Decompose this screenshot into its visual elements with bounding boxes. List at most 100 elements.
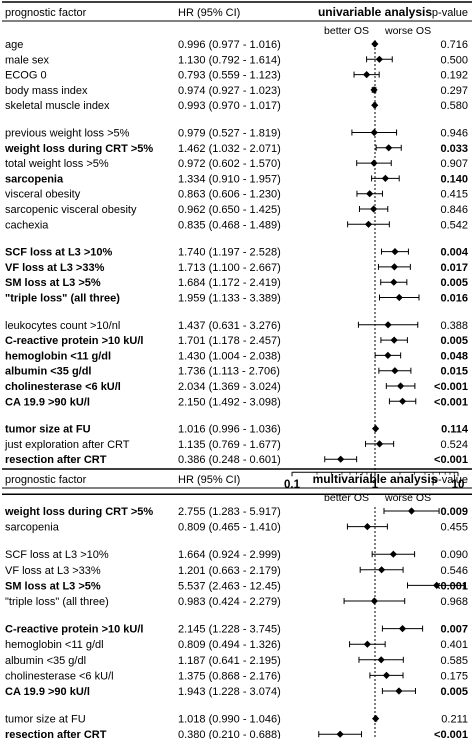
table-row: hemoglobin <11 g/dl 1.430 (1.004 - 2.038)… bbox=[5, 350, 468, 362]
hr-point bbox=[370, 128, 378, 137]
hr-point bbox=[366, 190, 374, 198]
row-label: SM loss at L3 >5% bbox=[5, 580, 101, 592]
row-hr-ci: 1.018 (0.990 - 1.046) bbox=[178, 714, 281, 726]
table-row: SCF loss at L3 >10% 1.740 (1.197 - 2.528)… bbox=[5, 247, 469, 259]
table-row: "triple loss" (all three) 1.959 (1.133 - … bbox=[5, 293, 468, 305]
row-p-value: 0.033 bbox=[440, 143, 468, 155]
row-hr-ci: 1.375 (0.868 - 2.176) bbox=[178, 670, 281, 682]
table-row: C-reactive protein >10 kU/l 2.145 (1.228 … bbox=[5, 624, 468, 636]
hr-point bbox=[375, 55, 384, 63]
table-row: leukocytes count >10/nl 1.437 (0.631 - 3.… bbox=[5, 320, 468, 332]
row-p-value: 0.090 bbox=[440, 549, 468, 561]
row-label: albumin <35 g/dl bbox=[5, 655, 86, 667]
column-header-factor: prognostic factor bbox=[5, 7, 87, 19]
row-hr-ci: 0.863 (0.606 - 1.230) bbox=[178, 189, 281, 201]
table-row: just exploration after CRT 1.135 (0.769 -… bbox=[4, 439, 468, 451]
row-label: SM loss at L3 >5% bbox=[5, 277, 101, 289]
row-hr-ci: 1.664 (0.924 - 2.999) bbox=[178, 549, 281, 561]
table-row: resection after CRT 0.386 (0.248 - 0.601)… bbox=[5, 454, 468, 466]
row-hr-ci: 0.793 (0.559 - 1.123) bbox=[178, 70, 281, 82]
row-label: total weight loss >5% bbox=[5, 158, 109, 170]
row-p-value: 0.005 bbox=[440, 277, 468, 289]
row-hr-ci: 0.996 (0.977 - 1.016) bbox=[178, 39, 281, 51]
hr-point bbox=[390, 278, 398, 286]
hr-point bbox=[377, 656, 385, 664]
row-p-value: 0.297 bbox=[440, 85, 468, 97]
table-row: SM loss at L3 >5% 1.684 (1.172 - 2.419) 0.… bbox=[5, 277, 468, 289]
table-row: previous weight loss >5% 0.979 (0.527 - 1… bbox=[5, 128, 468, 140]
row-hr-ci: 1.437 (0.631 - 3.276) bbox=[178, 320, 281, 332]
row-p-value: 0.009 bbox=[440, 506, 468, 518]
table-row: sarcopenia 0.809 (0.465 - 1.410) 0.455 bbox=[5, 522, 468, 534]
table-row: age 0.996 (0.977 - 1.016) 0.716 bbox=[5, 39, 468, 51]
table-row: cholinesterase <6 kU/l 1.375 (0.868 - 2.1… bbox=[5, 670, 468, 682]
direction-label-left: better OS bbox=[324, 25, 369, 37]
row-hr-ci: 1.701 (1.178 - 2.457) bbox=[178, 335, 281, 347]
row-hr-ci: 1.462 (1.032 - 2.071) bbox=[178, 143, 281, 155]
row-label: albumin <35 g/dl bbox=[5, 366, 92, 378]
row-p-value: 0.005 bbox=[440, 686, 468, 698]
row-label: VF loss at L3 >33% bbox=[5, 262, 105, 274]
row-hr-ci: 0.983 (0.424 - 2.279) bbox=[178, 596, 281, 608]
table-row: body mass index 0.974 (0.927 - 1.023) 0.29… bbox=[5, 85, 468, 97]
hr-point bbox=[382, 671, 391, 679]
row-hr-ci: 1.943 (1.228 - 3.074) bbox=[178, 686, 281, 698]
row-hr-ci: 2.034 (1.369 - 3.024) bbox=[178, 381, 281, 393]
row-label: weight loss during CRT >5% bbox=[4, 506, 153, 518]
hr-point bbox=[396, 382, 405, 390]
hr-point bbox=[433, 581, 441, 589]
row-p-value: 0.401 bbox=[440, 639, 468, 651]
row-hr-ci: 0.380 (0.210 - 0.688) bbox=[178, 729, 281, 739]
table-row: skeletal muscle index 0.993 (0.970 - 1.01… bbox=[5, 100, 468, 112]
row-p-value: 0.007 bbox=[440, 624, 468, 636]
row-p-value: <0.001 bbox=[434, 396, 468, 408]
row-label: SCF loss at L3 >10% bbox=[5, 247, 113, 259]
hr-point bbox=[372, 715, 380, 723]
hr-point bbox=[395, 687, 403, 695]
row-hr-ci: 1.713 (1.100 - 2.667) bbox=[178, 262, 281, 274]
row-p-value: 0.004 bbox=[440, 247, 468, 259]
row-label: sarcopenia bbox=[5, 522, 60, 534]
row-p-value: <0.001 bbox=[434, 729, 468, 739]
row-hr-ci: 1.201 (0.663 - 2.179) bbox=[178, 565, 281, 577]
row-label: "triple loss" (all three) bbox=[5, 596, 109, 608]
hr-point bbox=[391, 248, 399, 256]
table-row: C-reactive protein >10 kU/l 1.701 (1.178 … bbox=[5, 335, 468, 347]
row-hr-ci: 1.187 (0.641 - 2.195) bbox=[178, 655, 281, 667]
row-hr-ci: 0.962 (0.650 - 1.425) bbox=[178, 204, 281, 216]
row-label: CA 19.9 >90 kU/l bbox=[5, 396, 90, 408]
hr-point bbox=[363, 640, 371, 648]
row-label: weight loss during CRT >5% bbox=[4, 143, 153, 155]
row-hr-ci: 1.684 (1.172 - 2.419) bbox=[178, 277, 281, 289]
row-hr-ci: 1.430 (1.004 - 2.038) bbox=[178, 350, 281, 362]
multivariable-panel: prognostic factor HR (95% CI) multivariabl… bbox=[2, 468, 472, 739]
row-label: SCF loss at L3 >10% bbox=[5, 549, 109, 561]
row-p-value: 0.542 bbox=[440, 219, 468, 231]
row-p-value: 0.524 bbox=[440, 439, 468, 451]
table-row: resection after CRT 0.380 (0.210 - 0.688)… bbox=[5, 729, 468, 739]
row-label: hemoglobin <11 g/dl bbox=[5, 639, 104, 651]
table-row: tumor size at FU 1.018 (0.990 - 1.046) 0.2… bbox=[5, 714, 468, 726]
row-label: sarcopenia bbox=[5, 173, 64, 185]
table-row: sarcopenia 1.334 (0.910 - 1.957) 0.140 bbox=[5, 173, 468, 185]
table-row: VF loss at L3 >33% 1.201 (0.663 - 2.179) 0… bbox=[5, 565, 468, 577]
table-row: cachexia 0.835 (0.468 - 1.489) 0.542 bbox=[5, 219, 468, 231]
row-p-value: 0.114 bbox=[441, 424, 469, 436]
row-hr-ci: 0.835 (0.468 - 1.489) bbox=[178, 219, 281, 231]
univariable-panel: prognostic factor HR (95% CI) univariable … bbox=[2, 1, 472, 495]
table-row: CA 19.9 >90 kU/l 2.150 (1.492 - 3.098) <0.… bbox=[5, 396, 468, 408]
hr-point bbox=[390, 336, 398, 344]
row-label: cachexia bbox=[5, 219, 49, 231]
row-hr-ci: 0.809 (0.494 - 1.326) bbox=[178, 639, 281, 651]
row-p-value: 0.500 bbox=[440, 54, 468, 66]
hr-point bbox=[385, 144, 393, 152]
row-label: leukocytes count >10/nl bbox=[5, 320, 120, 332]
row-label: hemoglobin <11 g/dl bbox=[5, 350, 111, 362]
x-tick-label: 1 bbox=[372, 479, 379, 491]
direction-label-right: worse OS bbox=[384, 492, 431, 504]
row-label: previous weight loss >5% bbox=[5, 128, 130, 140]
row-label: cholinesterase <6 kU/l bbox=[5, 381, 121, 393]
row-label: CA 19.9 >90 kU/l bbox=[5, 686, 90, 698]
row-p-value: 0.968 bbox=[440, 596, 468, 608]
hr-point bbox=[375, 440, 384, 448]
